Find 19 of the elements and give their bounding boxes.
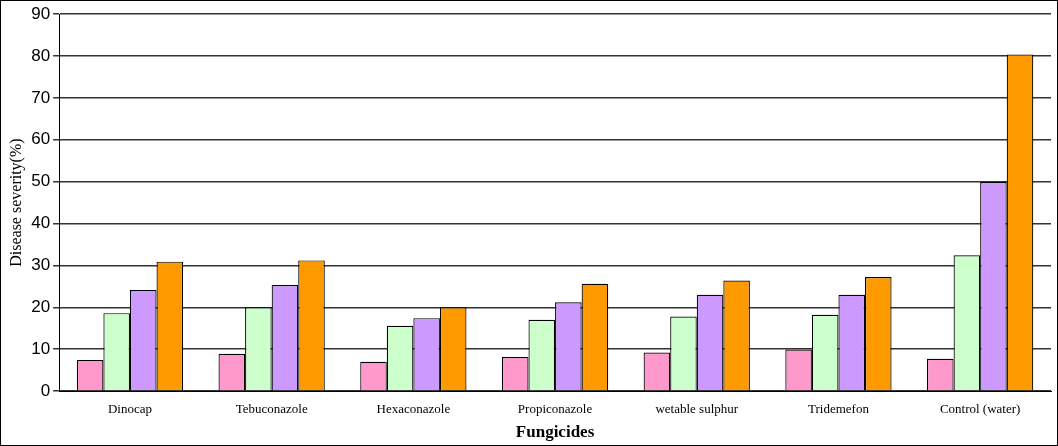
x-tick-label: Tebuconazole [235,401,308,417]
y-tick-label: 60 [31,129,51,149]
y-tick-label: 10 [31,338,51,358]
y-tick-label: 40 [31,213,51,233]
y-tick-label: 20 [31,296,51,316]
x-tick-label: Dinocap [107,401,152,417]
x-tick-label: Propiconazole [517,401,593,417]
y-axis-title: Disease severity(%) [6,138,25,267]
y-tick-label: 90 [31,3,51,23]
y-tick-label: 80 [31,45,51,65]
y-tick-label: 0 [40,380,51,400]
x-tick-label: Control (water) [939,401,1021,417]
y-tick-label: 70 [31,87,51,107]
x-tick-label: wetable sulphur [655,401,739,417]
x-tick-label: Tridemefon [808,401,870,417]
y-tick-label: 50 [31,171,51,191]
y-tick-label: 30 [31,255,51,275]
x-tick-label: Hexaconazole [376,401,451,417]
x-axis-title: Fungicides [515,422,595,442]
